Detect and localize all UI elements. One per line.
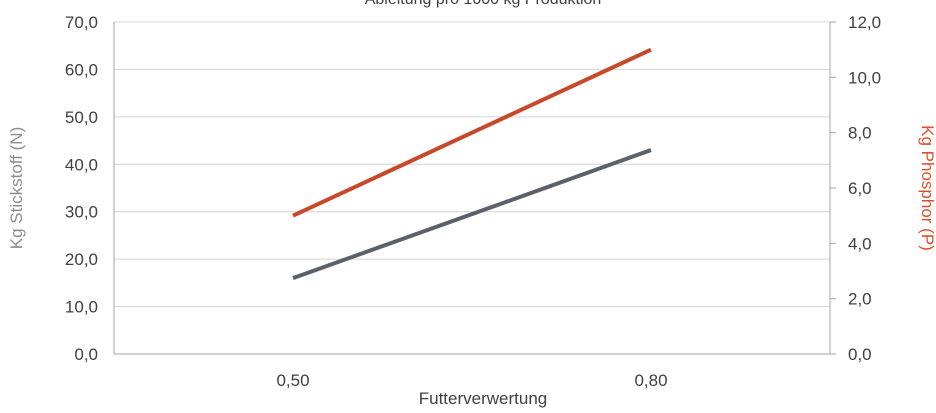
y-right-tick-label: 6,0	[848, 179, 872, 198]
y-left-tick-label: 20,0	[65, 250, 98, 269]
y-left-tick-label: 50,0	[65, 108, 98, 127]
y-right-tick-label: 2,0	[848, 290, 872, 309]
y-left-tick-label: 30,0	[65, 203, 98, 222]
x-axis-label: Futterverwertung	[419, 389, 548, 408]
y-right-tick-label: 4,0	[848, 234, 872, 253]
y-right-tick-label: 0,0	[848, 345, 872, 364]
x-tick-label: 0,50	[276, 371, 309, 390]
axes	[114, 22, 836, 354]
y-right-tick-label: 12,0	[848, 13, 881, 32]
y-right-tick-label: 8,0	[848, 124, 872, 143]
labels: 0,0 10,0 20,0 30,0 40,0 50,0 60,0 70,0 0,0 2,0 4,0…	[7, 0, 936, 408]
x-tick-label: 0,80	[634, 371, 667, 390]
y-right-axis-label: Kg Phosphor (P)	[918, 125, 936, 251]
y-left-tick-label: 60,0	[65, 60, 98, 79]
series-line-2	[293, 50, 651, 216]
grid	[114, 22, 830, 354]
chart-title: Ableitung pro 1000 kg Produktion	[365, 0, 602, 8]
y-left-tick-label: 70,0	[65, 13, 98, 32]
y-left-tick-label: 40,0	[65, 155, 98, 174]
y-left-tick-label: 10,0	[65, 298, 98, 317]
y-left-tick-label: 0,0	[74, 345, 98, 364]
y-left-axis-label: Kg Stickstoff (N)	[7, 127, 26, 250]
y-right-tick-label: 10,0	[848, 68, 881, 87]
